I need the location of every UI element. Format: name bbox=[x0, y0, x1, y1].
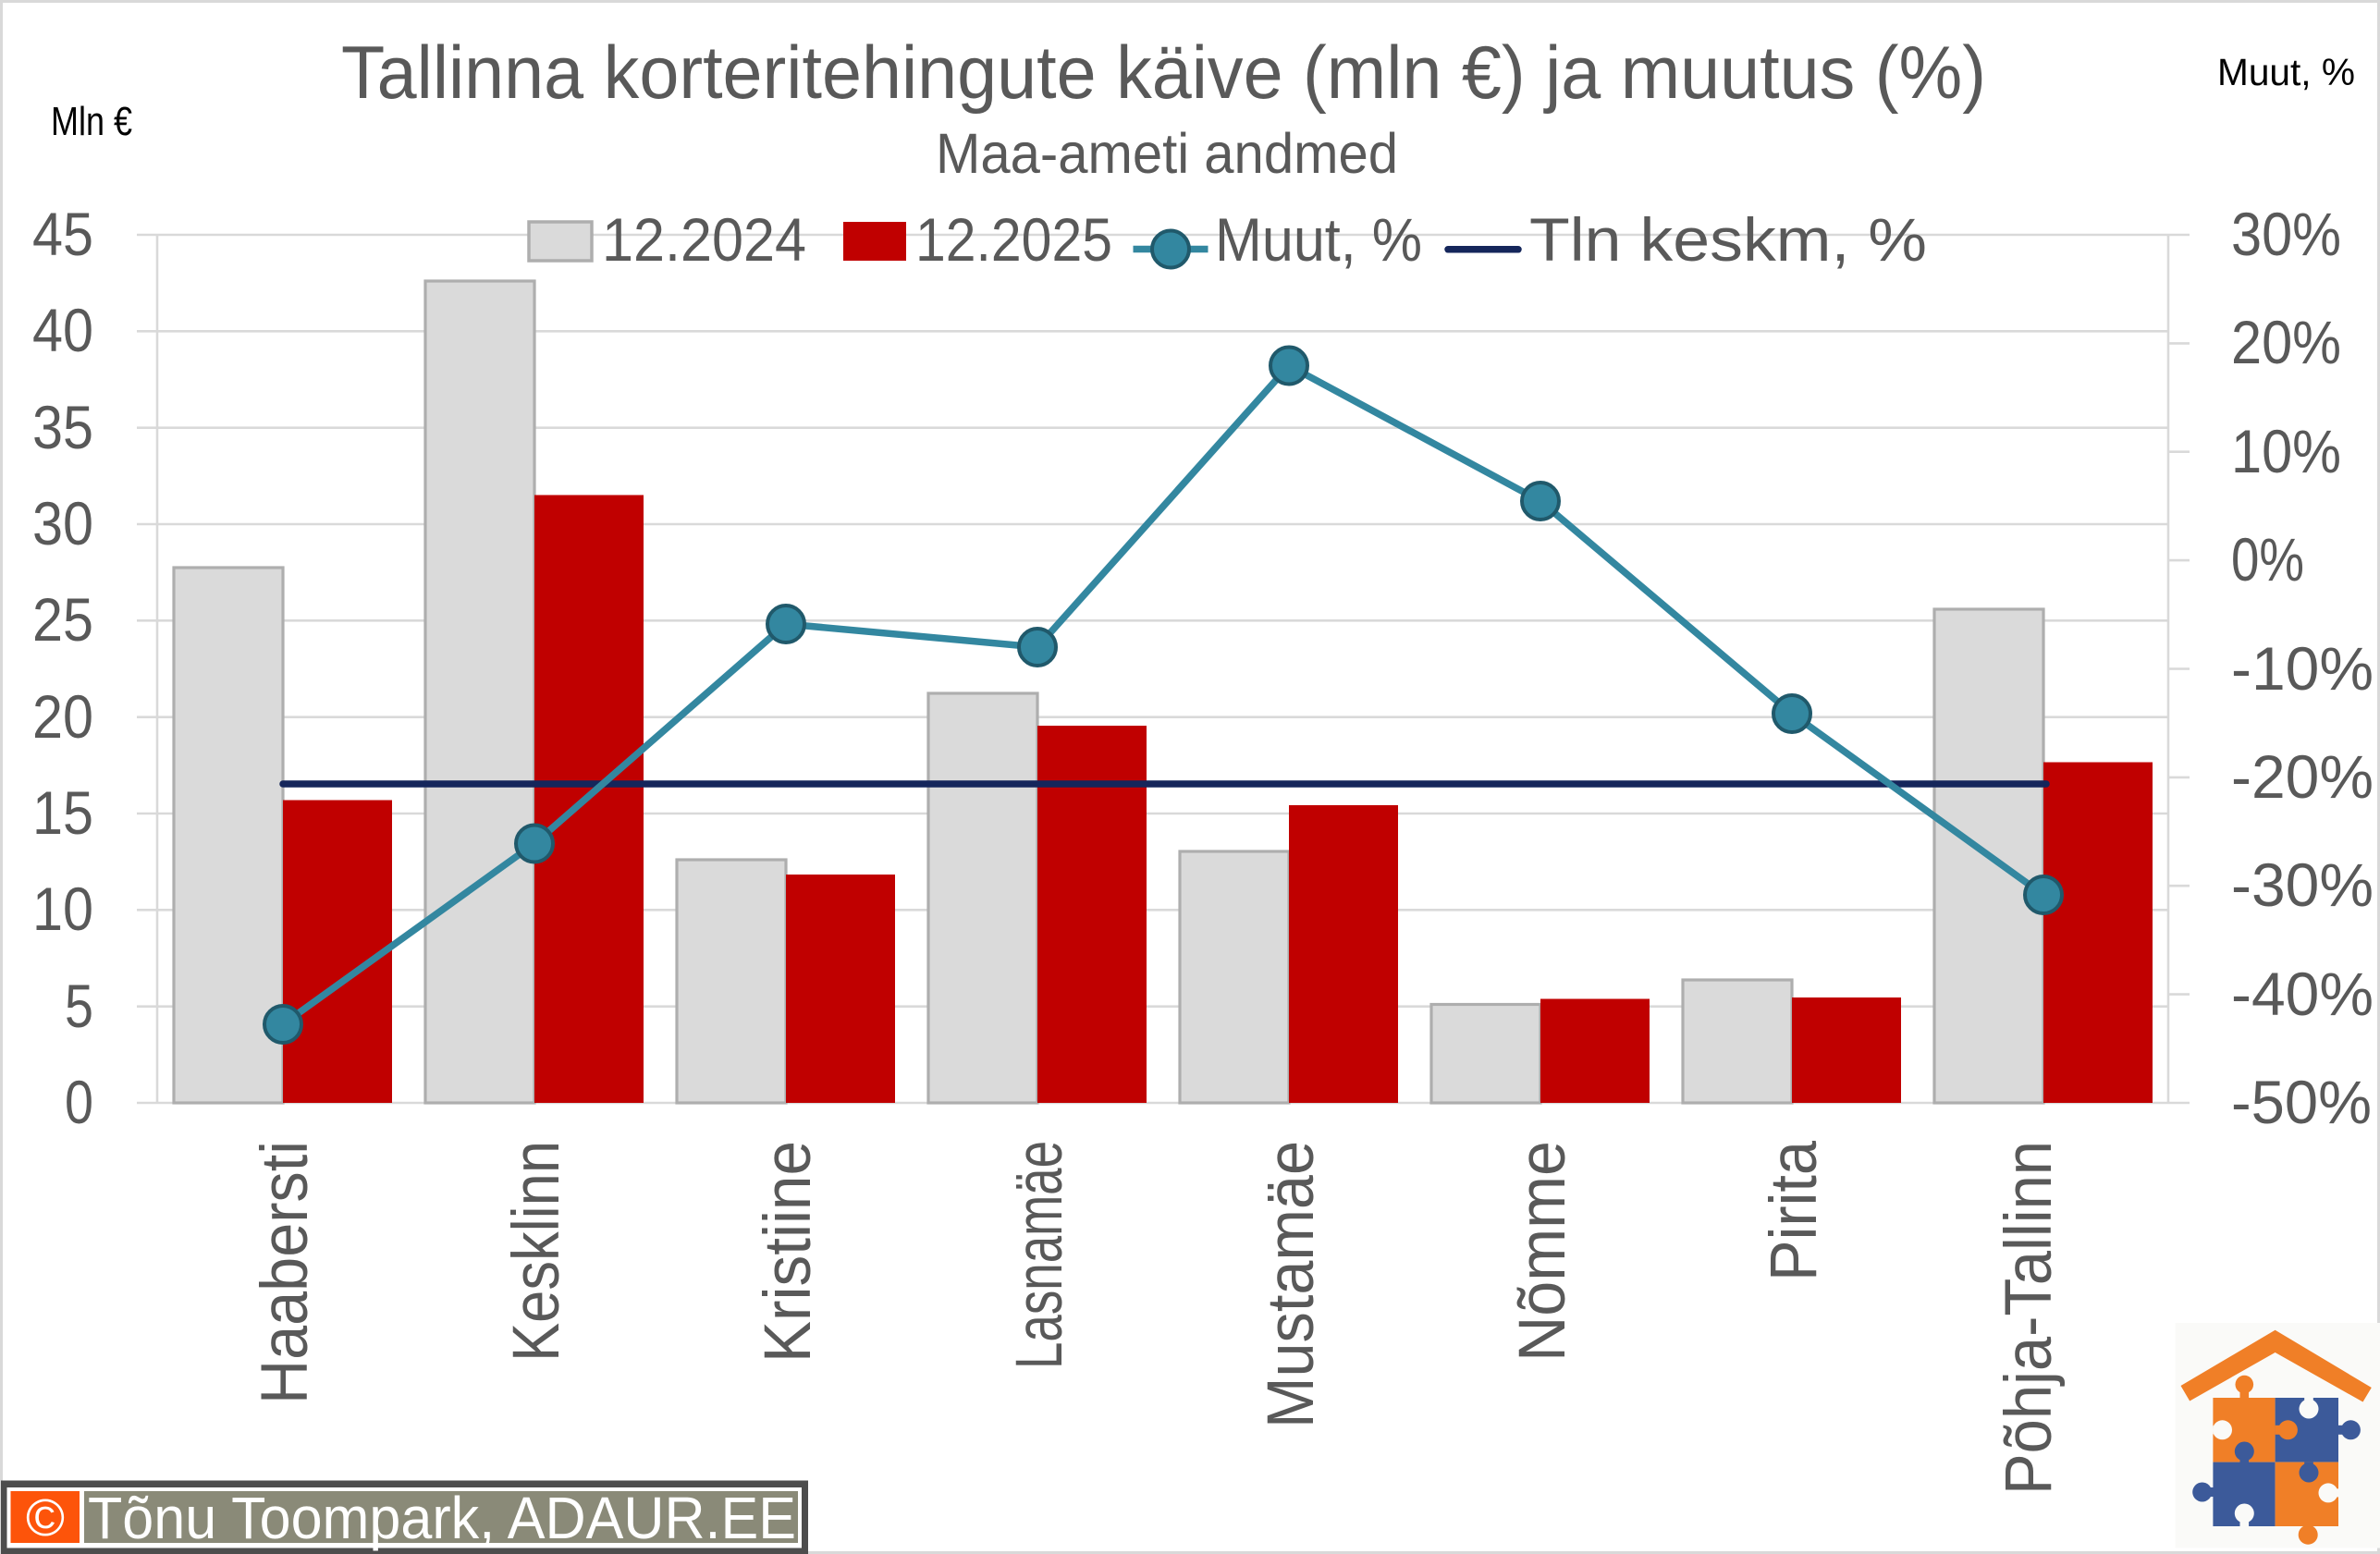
svg-text:Maa-ameti andmed: Maa-ameti andmed bbox=[936, 122, 1398, 185]
svg-text:-50%: -50% bbox=[2231, 1068, 2372, 1136]
svg-text:Pirita: Pirita bbox=[1758, 1141, 1831, 1281]
svg-text:0%: 0% bbox=[2231, 525, 2304, 593]
svg-text:Haabersti: Haabersti bbox=[249, 1141, 322, 1404]
svg-text:35: 35 bbox=[32, 393, 93, 461]
svg-text:Tallinna korteritehingute käiv: Tallinna korteritehingute käive (mln €) … bbox=[341, 31, 1986, 115]
svg-text:45: 45 bbox=[32, 200, 93, 268]
svg-text:-10%: -10% bbox=[2231, 634, 2374, 703]
svg-text:Nõmme: Nõmme bbox=[1506, 1141, 1579, 1362]
svg-text:Kesklinn: Kesklinn bbox=[500, 1141, 573, 1362]
svg-text:Kristiine: Kristiine bbox=[752, 1141, 825, 1363]
svg-text:5: 5 bbox=[65, 972, 93, 1040]
svg-text:Tln keskm, %: Tln keskm, % bbox=[1529, 205, 1927, 274]
svg-text:25: 25 bbox=[32, 585, 93, 654]
svg-text:-30%: -30% bbox=[2231, 850, 2374, 919]
svg-text:15: 15 bbox=[32, 778, 93, 847]
svg-text:20%: 20% bbox=[2231, 308, 2341, 376]
svg-text:30%: 30% bbox=[2231, 200, 2341, 268]
svg-text:12.2024: 12.2024 bbox=[602, 205, 806, 274]
svg-text:Muut, %: Muut, % bbox=[1215, 205, 1422, 274]
svg-text:-20%: -20% bbox=[2231, 742, 2374, 811]
svg-text:20: 20 bbox=[32, 682, 93, 751]
svg-text:10%: 10% bbox=[2231, 417, 2341, 485]
svg-text:Tõnu Toompark, ADAUR.EE: Tõnu Toompark, ADAUR.EE bbox=[88, 1485, 796, 1551]
svg-text:-40%: -40% bbox=[2231, 960, 2374, 1028]
svg-text:30: 30 bbox=[32, 489, 93, 557]
svg-text:40: 40 bbox=[32, 296, 93, 364]
svg-text:©: © bbox=[26, 1488, 65, 1548]
svg-text:Põhja-Tallinn: Põhja-Tallinn bbox=[1993, 1141, 2066, 1495]
svg-text:10: 10 bbox=[32, 875, 93, 943]
svg-text:Mln €: Mln € bbox=[51, 99, 132, 144]
svg-text:Mustamäe: Mustamäe bbox=[1255, 1141, 1328, 1428]
svg-text:Muut, %: Muut, % bbox=[2217, 51, 2355, 93]
svg-text:Lasnamäe: Lasnamäe bbox=[1003, 1141, 1076, 1369]
svg-text:0: 0 bbox=[65, 1068, 93, 1136]
svg-text:12.2025: 12.2025 bbox=[915, 205, 1112, 274]
